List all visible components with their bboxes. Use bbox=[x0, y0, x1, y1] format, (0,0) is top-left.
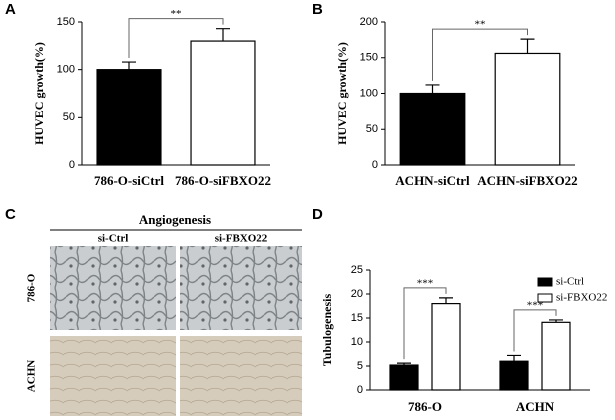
significance-label: *** bbox=[417, 277, 434, 289]
y-tick-label: 100 bbox=[360, 87, 378, 99]
bar bbox=[399, 92, 466, 166]
y-axis-label: HUVEC growth(%) bbox=[335, 42, 349, 145]
bar bbox=[541, 321, 571, 391]
legend-swatch bbox=[537, 293, 553, 303]
x-tick-label: 786-O-siCtrl bbox=[94, 173, 164, 188]
panel-label: B bbox=[312, 1, 323, 18]
error-bar bbox=[549, 319, 563, 323]
error-bar bbox=[397, 362, 411, 366]
y-tick-label: 0 bbox=[372, 159, 378, 171]
significance-bracket bbox=[513, 309, 557, 352]
y-tick-label: 50 bbox=[366, 123, 378, 135]
y-tick-label: 50 bbox=[63, 111, 75, 123]
y-tick-label: 100 bbox=[57, 64, 75, 76]
bar bbox=[499, 360, 529, 391]
y-tick-label: 5 bbox=[357, 360, 363, 372]
y-tick-label: 10 bbox=[351, 336, 363, 348]
row-label: ACHN bbox=[26, 360, 38, 392]
bar bbox=[389, 364, 419, 391]
legend-label: si-Ctrl bbox=[556, 276, 584, 288]
y-tick-label: 15 bbox=[351, 312, 363, 324]
micrograph bbox=[180, 336, 302, 416]
x-tick-label: ACHN-siCtrl bbox=[395, 173, 470, 188]
image-title: Angiogenesis bbox=[139, 212, 211, 227]
significance-bracket bbox=[128, 18, 224, 59]
y-tick-label: 200 bbox=[360, 16, 378, 28]
significance-bracket bbox=[403, 287, 447, 360]
bar bbox=[494, 52, 561, 166]
x-tick-label: 786-O bbox=[408, 399, 442, 414]
significance-bracket bbox=[432, 28, 528, 81]
x-tick-label: ACHN bbox=[516, 399, 555, 414]
y-tick-label: 150 bbox=[360, 52, 378, 64]
column-label: si-Ctrl bbox=[98, 233, 129, 245]
panel-label: A bbox=[5, 1, 16, 18]
bar bbox=[96, 69, 162, 166]
micrograph bbox=[50, 246, 176, 330]
y-tick-label: 0 bbox=[69, 159, 75, 171]
error-bar bbox=[216, 28, 230, 42]
y-tick-label: 25 bbox=[351, 264, 363, 276]
y-axis-label: Tubulogenesis bbox=[320, 294, 334, 367]
x-tick-label: 786-O-siFBXO22 bbox=[175, 173, 271, 188]
row-label: 786-O bbox=[26, 273, 38, 302]
error-bar bbox=[122, 61, 136, 70]
y-tick-label: 0 bbox=[357, 384, 363, 396]
image-panel: C Angiogenesis si-Ctrl si-FBXO22 786-O A… bbox=[5, 206, 302, 416]
panel-label: D bbox=[312, 206, 323, 223]
legend-label: si-FBXO22 bbox=[556, 292, 607, 304]
micrograph bbox=[180, 246, 302, 330]
significance-label: ** bbox=[475, 19, 486, 31]
bar bbox=[431, 303, 461, 391]
column-label: si-FBXO22 bbox=[215, 233, 268, 245]
legend-swatch bbox=[537, 277, 553, 287]
error-bar bbox=[507, 354, 521, 362]
panel-label: C bbox=[5, 206, 16, 223]
error-bar bbox=[520, 38, 535, 54]
x-tick-label: ACHN-siFBXO22 bbox=[477, 173, 577, 188]
y-axis-label: HUVEC growth(%) bbox=[32, 42, 46, 145]
micrograph bbox=[50, 336, 176, 416]
significance-label: ** bbox=[171, 8, 182, 20]
bar bbox=[190, 40, 256, 166]
y-tick-label: 150 bbox=[57, 16, 75, 28]
y-tick-label: 20 bbox=[351, 288, 363, 300]
error-bar bbox=[439, 297, 453, 304]
error-bar bbox=[425, 84, 440, 94]
